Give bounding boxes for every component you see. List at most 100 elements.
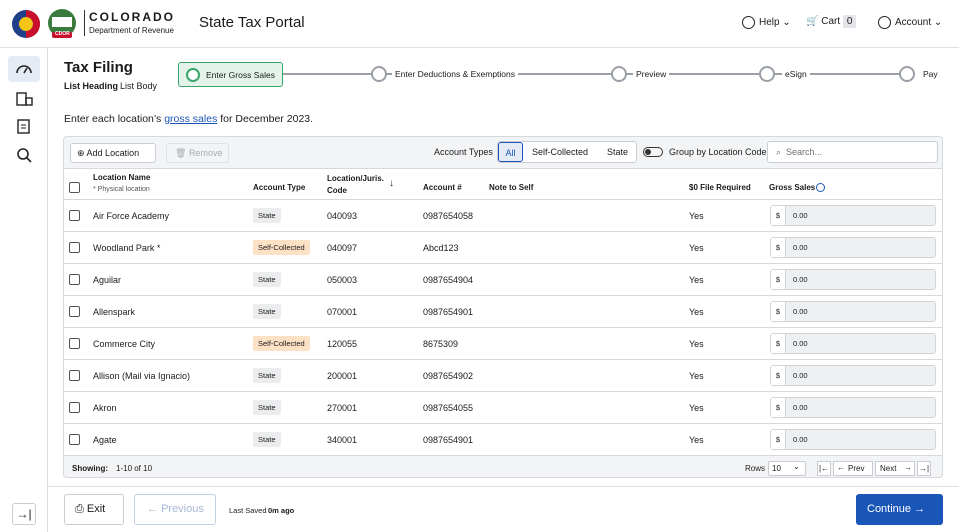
location-code: 070001 [327,307,358,317]
account-number: Abcd123 [423,243,459,253]
checkbox[interactable] [69,338,80,349]
location-code: 040093 [327,211,358,221]
filter-state[interactable]: State [607,147,629,157]
column-header[interactable]: Account # [423,183,462,192]
step-circle[interactable] [759,66,775,82]
gross-sales-input[interactable]: $0.00 [770,429,936,450]
tab[interactable]: List Body [120,81,158,91]
location-code: 040097 [327,243,358,253]
group-toggle-label: Group by Location Code [669,147,767,157]
location-name: Akron [93,403,117,413]
file-required: Yes [689,307,704,317]
table-row: Woodland Park * Self-Collected 040097 Abcd1… [64,232,942,264]
rows-select[interactable]: 10 ⌄ [768,461,806,476]
step-circle[interactable] [371,66,387,82]
account-number: 8675309 [423,339,459,349]
step-circle[interactable] [899,66,915,82]
currency: $ [771,238,786,257]
next-page[interactable]: Next → [875,461,915,476]
checkbox[interactable] [69,306,80,317]
location-code: 120055 [327,339,358,349]
logo [12,9,76,38]
column-header[interactable]: Gross Sales [769,183,816,192]
top-bar: CDOR COLORADO Department of Revenue Stat… [0,0,959,48]
page-heading: Tax Filing [64,59,133,76]
location-name: Allison (Mail via Ignacio) [93,371,191,381]
column-header[interactable]: Location Name [93,173,151,182]
nav-icons[interactable] [14,90,34,190]
location-code: 340001 [327,435,358,445]
table-row: Akron State 270001 0987654055 Yes $0.00 [64,392,942,424]
last-page[interactable]: →| [917,461,931,476]
last-saved-value: 0m ago [268,506,295,515]
table-header: Location Name Account Type Location/Juris.… [64,168,942,200]
group-toggle[interactable] [643,147,663,157]
help-menu[interactable]: Help ⌄ [742,16,791,29]
prev-page[interactable]: Prev ← [833,461,873,476]
gross-sales-link[interactable]: gross sales [164,113,218,125]
sort-icon: ↓ [389,178,394,189]
search-input[interactable]: ⌕ Search... [767,141,938,163]
currency: $ [771,430,786,449]
file-required: Yes [689,243,704,253]
table-panel: ⊕ Add Location 🗑 Remove Account Types Al… [63,136,943,478]
cart[interactable]: 🛒 Cart 0 [806,15,857,28]
gross-sales-input[interactable]: $0.00 [770,205,936,226]
checkbox[interactable] [69,434,80,445]
currency: $ [771,270,786,289]
gross-sales-input[interactable]: $0.00 [770,333,936,354]
add-location-button[interactable]: ⊕ Add Location [70,143,156,163]
checkbox[interactable] [69,210,80,221]
gross-sales-input[interactable]: $0.00 [770,301,936,322]
step-current[interactable]: Enter Gross Sales [178,62,283,87]
cart-label: Cart [821,16,841,27]
remove-label: Remove [188,148,223,158]
account-type-badge: State [253,368,281,383]
step-circle[interactable] [611,66,627,82]
checkbox[interactable] [69,182,80,193]
table-row: Agate State 340001 0987654901 Yes $0.00 [64,424,942,456]
gross-sales-input[interactable]: $0.00 [770,237,936,258]
nav-dashboard[interactable] [8,56,40,82]
table-row: Air Force Academy State 040093 0987654058 Ye… [64,200,942,232]
filter-all[interactable]: All [498,142,523,162]
instruction-text: Enter each location’s [64,113,162,125]
gross-sales-input[interactable]: $0.00 [770,397,936,418]
remove-button[interactable]: 🗑 Remove [166,143,229,163]
footer: ⎙ Exit ← Previous Last Saved 0m ago Cont… [48,486,959,532]
gross-sales-input[interactable]: $0.00 [770,269,936,290]
account-menu[interactable]: Account ⌄ [878,16,942,29]
gross-sales-input[interactable]: $0.00 [770,365,936,386]
account-type-badge: State [253,272,281,287]
column-header[interactable]: Account Type [253,183,306,192]
sidebar: →| [0,48,48,532]
filter-group [497,141,637,163]
tab[interactable]: List Heading [64,81,119,91]
column-note: * Physical location [93,186,150,193]
exit-button[interactable]: ⎙ Exit [64,494,124,525]
checkbox[interactable] [69,370,80,381]
checkbox[interactable] [69,274,80,285]
step-label: Pay [920,69,941,79]
help-label: Help [759,17,780,29]
instruction: Enter each location’s gross sales for De… [64,113,313,125]
column-header[interactable]: $0 File Required [689,183,751,192]
account-type-badge: Self-Collected [253,240,310,255]
column-header[interactable]: Location/Juris. Code [327,174,384,195]
account-type-badge: Self-Collected [253,336,310,351]
amount: 0.00 [793,435,808,444]
checkbox[interactable] [69,402,80,413]
amount: 0.00 [793,243,808,252]
continue-button[interactable]: Continue → [856,494,943,525]
checkbox[interactable] [69,242,80,253]
table-row: Allison (Mail via Ignacio) State 200001 098… [64,360,942,392]
previous-button[interactable]: ← Previous [134,494,216,525]
filter-self-collected[interactable]: Self-Collected [532,147,589,157]
showing-value: 1-10 of 10 [116,464,153,473]
collapse-sidebar[interactable]: →| [12,503,36,525]
first-page[interactable]: |← [817,461,831,476]
column-header[interactable]: Note to Self [489,183,534,192]
file-required: Yes [689,339,704,349]
amount: 0.00 [793,211,808,220]
